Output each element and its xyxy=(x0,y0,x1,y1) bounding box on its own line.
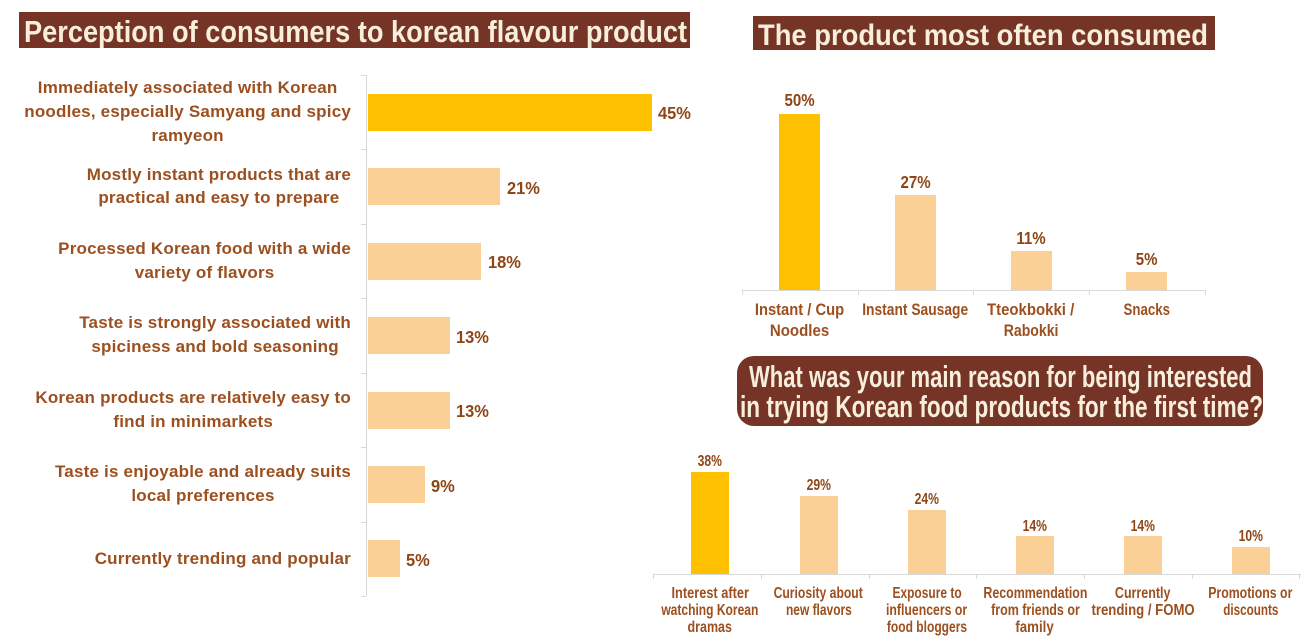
svg-text:in trying Korean food products: in trying Korean food products for the f… xyxy=(740,389,1263,424)
svg-text:The product most often consume: The product most often consumed xyxy=(758,19,1208,50)
svg-text:What was your main reason for: What was your main reason for being inte… xyxy=(749,359,1252,394)
svg-text:Perception of consumers to kor: Perception of consumers to korean flavou… xyxy=(24,14,687,48)
